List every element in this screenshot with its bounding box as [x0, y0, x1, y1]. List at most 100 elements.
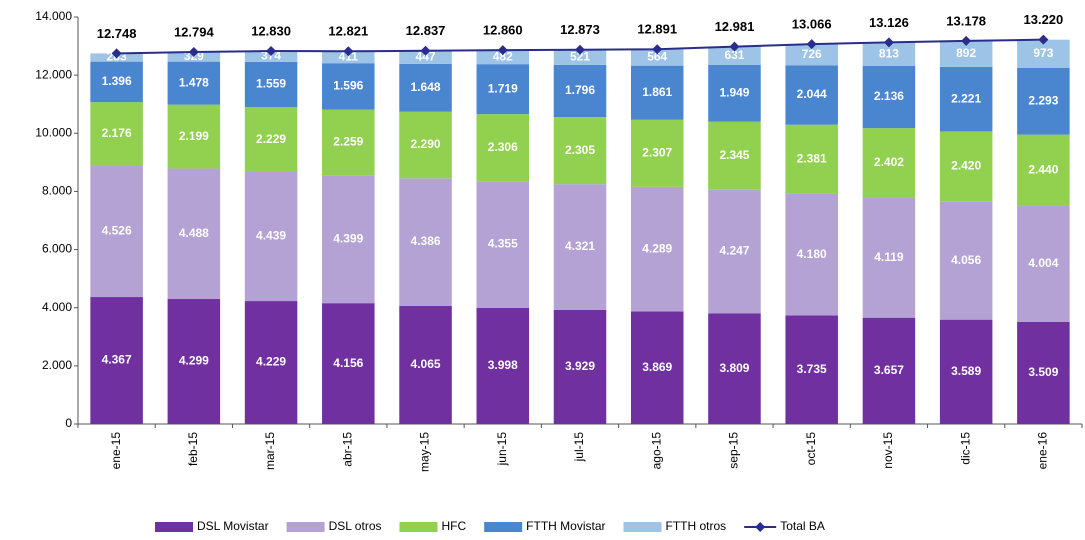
total-label: 12.860	[483, 23, 523, 38]
bar-segment	[167, 299, 221, 424]
data-label: 2.259	[333, 135, 363, 149]
data-label: 4.247	[719, 244, 749, 258]
bar-segment	[939, 131, 993, 202]
data-label: 4.526	[102, 223, 132, 237]
data-label: 2.044	[797, 87, 827, 101]
legend-marker	[755, 522, 766, 532]
bar-segment	[399, 178, 452, 306]
data-label: 3.735	[797, 362, 827, 376]
bar-segment	[399, 111, 452, 179]
x-tick-label: nov-15	[881, 432, 895, 469]
bar-segment	[708, 189, 761, 314]
bar-segment	[244, 61, 298, 108]
bar-segment	[322, 175, 375, 304]
line-marker	[883, 37, 894, 48]
bar-segment	[322, 63, 375, 110]
data-label: 973	[1033, 46, 1053, 60]
bar-segment	[785, 315, 838, 424]
bar-segment	[167, 168, 221, 300]
bar-segment	[553, 117, 607, 185]
data-label: 4.386	[411, 234, 441, 248]
data-label: 2.176	[102, 126, 132, 140]
line-marker	[806, 39, 817, 50]
bar-segment	[630, 311, 684, 424]
bar-segment	[553, 184, 607, 310]
y-tick-label: 2.000	[42, 358, 72, 372]
bar-segment	[90, 297, 143, 424]
data-label: 892	[956, 46, 976, 60]
total-label: 12.873	[560, 22, 600, 37]
bar-segment	[939, 319, 993, 424]
x-tick-label: ago-15	[649, 432, 663, 470]
bar-segment	[90, 61, 143, 103]
data-label: 411	[339, 49, 359, 63]
bar-segment	[939, 201, 993, 320]
bar-segment	[167, 104, 221, 169]
total-label: 12.891	[637, 22, 677, 37]
legend-label: HFC	[442, 519, 467, 533]
data-label: 3.929	[565, 359, 595, 373]
y-tick-label: 6.000	[42, 242, 72, 256]
bar-segment	[553, 49, 607, 65]
line-marker	[652, 44, 663, 55]
bar-segment	[399, 305, 452, 424]
data-label: 2.221	[951, 91, 981, 105]
y-tick-label: 10.000	[35, 125, 72, 139]
bar-segment	[553, 309, 607, 424]
bar-segment	[862, 42, 916, 67]
data-label: 564	[647, 50, 667, 64]
data-label: 813	[879, 46, 899, 60]
line-marker	[266, 46, 277, 57]
bar-segment	[785, 124, 838, 194]
data-label: 2.290	[411, 137, 441, 151]
data-label: 1.478	[179, 75, 209, 89]
data-label: 2.402	[874, 155, 904, 169]
data-label: 1.648	[411, 80, 441, 94]
data-label: 447	[416, 50, 436, 64]
line-marker	[729, 41, 740, 52]
data-label: 2.136	[874, 89, 904, 103]
data-label: 4.180	[797, 247, 827, 261]
total-label: 12.837	[406, 23, 446, 38]
total-label: 12.981	[715, 19, 755, 34]
data-label: 2.381	[797, 151, 827, 165]
legend-label: DSL Movistar	[197, 519, 269, 533]
data-label: 521	[570, 50, 590, 64]
y-tick-label: 4.000	[42, 300, 72, 314]
data-label: 726	[802, 47, 822, 61]
x-tick-label: ene-16	[1036, 432, 1050, 470]
y-tick-label: 12.000	[35, 67, 72, 81]
bar-segment	[399, 50, 452, 64]
data-label: 3.509	[1028, 365, 1058, 379]
bar-segment	[244, 301, 298, 424]
data-label: 4.156	[333, 356, 363, 370]
line-marker	[497, 45, 508, 56]
total-label: 13.066	[792, 17, 832, 32]
legend-swatch	[155, 522, 193, 532]
data-label: 2.293	[1028, 93, 1058, 107]
legend-label: DSL otros	[329, 519, 382, 533]
data-label: 1.861	[642, 85, 672, 99]
data-label: 3.809	[719, 361, 749, 375]
bar-segment	[630, 186, 684, 312]
bar-segment	[708, 46, 761, 65]
bar-segment	[399, 63, 452, 112]
bar-segment	[244, 172, 298, 302]
bar-segment	[1017, 134, 1070, 206]
bar-segment	[90, 165, 143, 298]
bar-segment	[90, 102, 143, 166]
data-label: 2.420	[951, 159, 981, 173]
bar-segment	[1017, 321, 1070, 424]
line-marker	[111, 48, 122, 59]
bar-segment	[785, 44, 838, 66]
y-tick-label: 8.000	[42, 184, 72, 198]
data-label: 1.719	[488, 81, 518, 95]
total-label: 13.178	[946, 13, 986, 28]
data-label: 1.949	[719, 85, 749, 99]
line-marker	[961, 35, 972, 46]
bar-segment	[785, 193, 838, 316]
data-label: 1.559	[256, 77, 286, 91]
bar-segment	[322, 303, 375, 424]
x-tick-label: sep-15	[727, 432, 741, 469]
